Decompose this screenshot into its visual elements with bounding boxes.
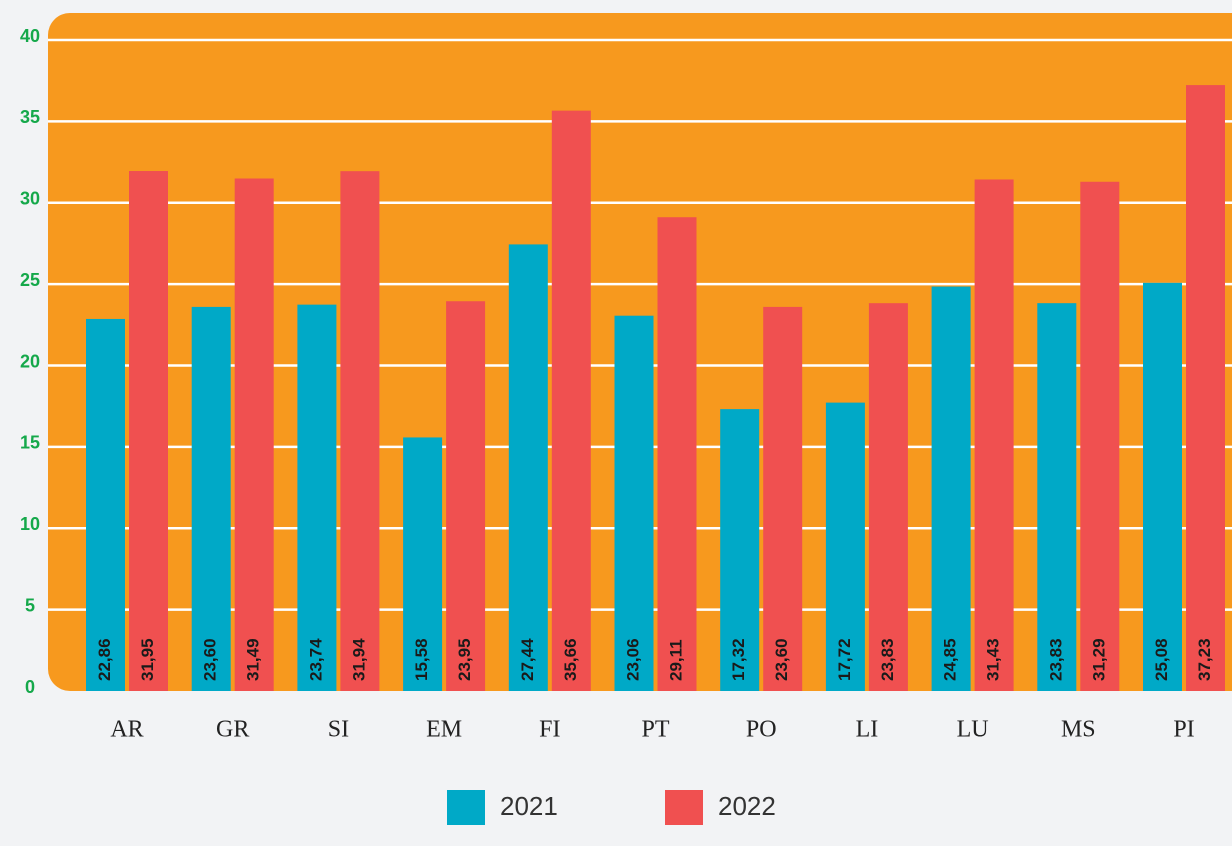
value-label: 24,85 — [941, 638, 960, 681]
legend-swatch — [447, 790, 485, 825]
bar — [403, 437, 443, 691]
bar — [86, 318, 125, 691]
value-label: 17,32 — [729, 638, 748, 681]
x-tick-label: PI — [1173, 717, 1194, 743]
value-label: 25,08 — [1152, 638, 1171, 681]
value-label: 23,83 — [1046, 638, 1065, 681]
y-tick-label: 5 — [25, 595, 35, 615]
y-tick-label: 0 — [25, 677, 35, 697]
value-label: 23,95 — [455, 638, 474, 681]
bar — [825, 402, 865, 691]
bar — [1143, 282, 1182, 691]
value-label: 15,58 — [412, 638, 431, 681]
value-label: 31,43 — [984, 638, 1003, 681]
value-label: 37,23 — [1195, 638, 1214, 681]
bar — [763, 306, 803, 691]
bar — [868, 303, 908, 691]
y-tick-label: 10 — [20, 514, 40, 534]
bar — [446, 301, 486, 691]
legend-swatch — [665, 790, 703, 825]
bar — [974, 179, 1014, 691]
value-label: 23,06 — [623, 638, 642, 681]
x-tick-label: LU — [957, 717, 989, 743]
x-tick-label: GR — [216, 717, 249, 743]
bar — [614, 315, 654, 691]
bar — [1080, 181, 1120, 691]
x-tick-label: EM — [426, 717, 462, 743]
x-tick-label: AR — [110, 717, 143, 743]
x-tick-label: LI — [856, 717, 879, 743]
legend-label: 2022 — [718, 791, 776, 821]
bar — [508, 244, 548, 691]
y-tick-label: 25 — [20, 270, 40, 290]
bar — [1186, 85, 1225, 692]
value-label: 31,29 — [1089, 638, 1108, 681]
bar — [720, 409, 760, 691]
bar — [657, 217, 697, 692]
y-tick-label: 20 — [20, 351, 40, 371]
value-label: 23,60 — [772, 638, 791, 681]
value-label: 31,95 — [138, 638, 157, 681]
bar — [1037, 303, 1077, 691]
y-tick-label: 40 — [20, 26, 40, 46]
bar — [931, 286, 971, 691]
value-label: 22,86 — [95, 638, 114, 681]
x-tick-label: FI — [539, 717, 560, 743]
value-label: 35,66 — [561, 638, 580, 681]
value-label: 31,49 — [244, 638, 263, 681]
bar — [297, 304, 337, 691]
value-label: 17,72 — [835, 638, 854, 681]
bar — [191, 306, 231, 691]
y-tick-label: 30 — [20, 189, 40, 209]
bar — [234, 178, 274, 691]
value-label: 29,11 — [666, 639, 685, 681]
value-label: 23,83 — [878, 638, 897, 681]
value-label: 31,94 — [349, 638, 368, 681]
x-tick-label: PO — [746, 717, 777, 743]
y-tick-label: 15 — [20, 433, 40, 453]
legend-label: 2021 — [500, 791, 558, 821]
y-tick-label: 35 — [20, 107, 40, 127]
bar — [340, 171, 380, 691]
value-label: 27,44 — [518, 638, 537, 681]
value-label: 23,74 — [306, 638, 325, 681]
x-tick-label: SI — [328, 717, 349, 743]
bar — [129, 171, 168, 692]
bar — [551, 110, 591, 692]
value-label: 23,60 — [201, 638, 220, 681]
x-tick-label: MS — [1061, 717, 1096, 743]
x-tick-label: PT — [641, 717, 669, 743]
